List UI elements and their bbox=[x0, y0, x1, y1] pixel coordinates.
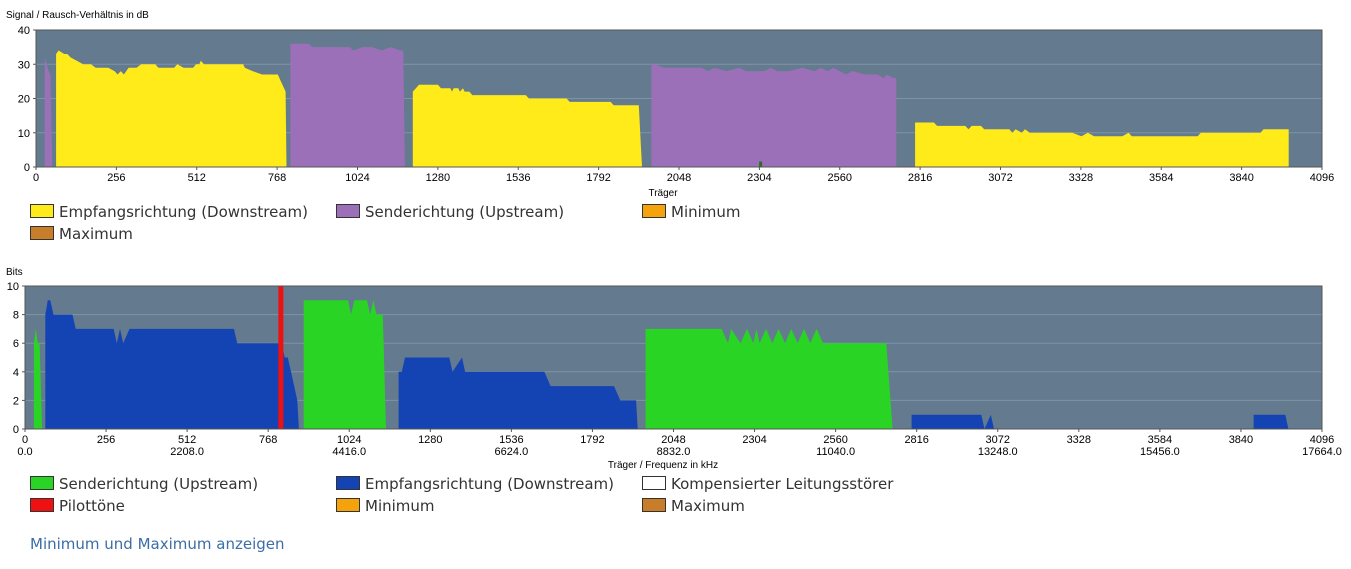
legend-label: Minimum bbox=[365, 497, 435, 515]
x-tick-label: 2816 bbox=[904, 434, 928, 446]
legend-label: Maximum bbox=[59, 225, 133, 243]
legend-item-downstream[interactable]: Empfangsrichtung (Downstream) bbox=[336, 474, 614, 494]
x-tick-label: 3072 bbox=[986, 434, 1010, 446]
freq-tick-label: 8832.0 bbox=[657, 446, 691, 458]
legend-item-compensated[interactable]: Kompensierter Leitungsstörer bbox=[642, 474, 893, 494]
legend-item-upstream[interactable]: Senderichtung (Upstream) bbox=[336, 202, 564, 222]
compensated-swatch bbox=[642, 476, 666, 490]
snr-chart-ylabel: Signal / Rausch-Verhältnis in dB bbox=[6, 10, 149, 21]
x-tick-label: 1024 bbox=[337, 434, 361, 446]
bits-chart-ylabel: Bits bbox=[6, 267, 23, 278]
carrier-marker bbox=[759, 161, 763, 167]
x-tick-label: 512 bbox=[188, 172, 206, 184]
upstream-swatch bbox=[336, 204, 360, 218]
y-tick-label: 40 bbox=[18, 25, 30, 37]
x-tick-label: 3840 bbox=[1229, 434, 1253, 446]
snr-chart-xlabel: Träger bbox=[648, 188, 678, 199]
pilot-tone-line bbox=[278, 286, 284, 429]
freq-tick-label: 17664.0 bbox=[1302, 446, 1342, 458]
x-tick-label: 1280 bbox=[426, 172, 450, 184]
freq-tick-label: 2208.0 bbox=[170, 446, 204, 458]
x-tick-label: 768 bbox=[268, 172, 286, 184]
y-tick-label: 0 bbox=[24, 162, 30, 174]
series-area bbox=[45, 300, 1289, 429]
minimum-swatch bbox=[336, 498, 360, 512]
y-tick-label: 2 bbox=[13, 395, 19, 407]
freq-tick-label: 6624.0 bbox=[495, 446, 529, 458]
x-tick-label: 3328 bbox=[1067, 434, 1091, 446]
x-tick-label: 1792 bbox=[580, 434, 604, 446]
freq-tick-label: 4416.0 bbox=[332, 446, 366, 458]
legend-item-upstream[interactable]: Senderichtung (Upstream) bbox=[30, 474, 258, 494]
legend-item-minimum[interactable]: Minimum bbox=[336, 496, 435, 516]
upstream-swatch bbox=[30, 476, 54, 490]
bits-chart-xlabel: Träger / Frequenz in kHz bbox=[608, 460, 718, 470]
x-tick-label: 4096 bbox=[1310, 172, 1334, 184]
x-tick-label: 1536 bbox=[499, 434, 523, 446]
series-area bbox=[44, 43, 897, 168]
x-tick-label: 768 bbox=[259, 434, 277, 446]
x-tick-label: 2048 bbox=[667, 172, 691, 184]
x-tick-label: 256 bbox=[107, 172, 125, 184]
y-tick-label: 10 bbox=[7, 281, 19, 293]
legend-label: Kompensierter Leitungsstörer bbox=[671, 475, 894, 493]
minimum-swatch bbox=[642, 204, 666, 218]
x-tick-label: 4096 bbox=[1310, 434, 1334, 446]
legend-label: Minimum bbox=[671, 203, 741, 221]
freq-tick-label: 11040.0 bbox=[816, 446, 855, 458]
x-tick-label: 2304 bbox=[742, 434, 766, 446]
snr-chart: Signal / Rausch-Verhältnis in dB Träger … bbox=[6, 10, 1334, 199]
x-tick-label: 3584 bbox=[1149, 172, 1173, 184]
maximum-swatch bbox=[30, 226, 54, 240]
y-tick-label: 10 bbox=[18, 128, 30, 140]
x-tick-label: 256 bbox=[97, 434, 115, 446]
x-tick-label: 1024 bbox=[345, 172, 369, 184]
downstream-swatch bbox=[30, 204, 54, 218]
x-tick-label: 2560 bbox=[828, 172, 852, 184]
bits-chart: Bits Träger / Frequenz in kHz 024681000.… bbox=[6, 267, 1342, 470]
x-tick-label: 2816 bbox=[908, 172, 932, 184]
legend-label: Senderichtung (Upstream) bbox=[59, 475, 259, 493]
series-area bbox=[56, 50, 1289, 167]
legend-item-maximum[interactable]: Maximum bbox=[642, 496, 745, 516]
legend-label: Senderichtung (Upstream) bbox=[365, 203, 565, 221]
series-area bbox=[33, 300, 893, 429]
x-tick-label: 3072 bbox=[988, 172, 1012, 184]
downstream-swatch bbox=[336, 476, 360, 490]
show-min-max-link[interactable]: Minimum und Maximum anzeigen bbox=[30, 535, 285, 553]
bits-legend: Senderichtung (Upstream) Empfangsrichtun… bbox=[30, 474, 1230, 518]
x-tick-label: 2048 bbox=[661, 434, 685, 446]
legend-label: Empfangsrichtung (Downstream) bbox=[365, 475, 614, 493]
freq-tick-label: 13248.0 bbox=[978, 446, 1018, 458]
y-tick-label: 6 bbox=[13, 338, 19, 350]
x-tick-label: 1536 bbox=[506, 172, 530, 184]
x-tick-label: 2560 bbox=[823, 434, 847, 446]
legend-label: Maximum bbox=[671, 497, 745, 515]
x-tick-label: 3840 bbox=[1229, 172, 1253, 184]
y-tick-label: 4 bbox=[13, 367, 19, 379]
x-tick-label: 3584 bbox=[1148, 434, 1172, 446]
x-tick-label: 1280 bbox=[418, 434, 442, 446]
legend-label: Empfangsrichtung (Downstream) bbox=[59, 203, 308, 221]
y-tick-label: 30 bbox=[18, 59, 30, 71]
x-tick-label: 2304 bbox=[747, 172, 771, 184]
pilot-swatch bbox=[30, 498, 54, 512]
legend-label: Pilottöne bbox=[59, 497, 125, 515]
legend-item-maximum[interactable]: Maximum bbox=[30, 224, 133, 244]
maximum-swatch bbox=[642, 498, 666, 512]
x-tick-label: 3328 bbox=[1069, 172, 1093, 184]
legend-item-minimum[interactable]: Minimum bbox=[642, 202, 741, 222]
y-tick-label: 20 bbox=[18, 94, 30, 106]
freq-tick-label: 0.0 bbox=[17, 446, 32, 458]
legend-item-downstream[interactable]: Empfangsrichtung (Downstream) bbox=[30, 202, 308, 222]
x-tick-label: 1792 bbox=[586, 172, 610, 184]
y-tick-label: 8 bbox=[13, 310, 19, 322]
snr-legend: Empfangsrichtung (Downstream) Sendericht… bbox=[30, 202, 1230, 246]
x-tick-label: 0 bbox=[22, 434, 28, 446]
x-tick-label: 0 bbox=[33, 172, 39, 184]
legend-item-pilot[interactable]: Pilottöne bbox=[30, 496, 125, 516]
x-tick-label: 512 bbox=[178, 434, 196, 446]
y-tick-label: 0 bbox=[13, 424, 19, 436]
freq-tick-label: 15456.0 bbox=[1140, 446, 1180, 458]
